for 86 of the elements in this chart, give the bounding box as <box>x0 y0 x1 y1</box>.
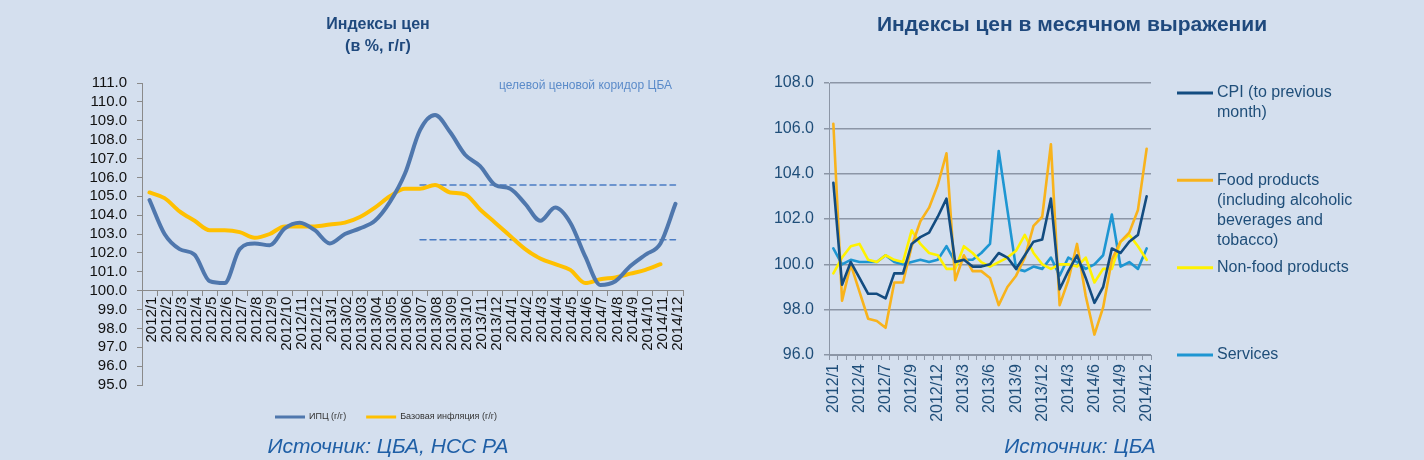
x-tick-label: 2012/7 <box>231 296 249 343</box>
legend-label: Non-food products <box>1217 258 1349 276</box>
x-tick-label: 2012/9 <box>902 363 920 413</box>
x-tick-label: 2014/5 <box>562 296 580 343</box>
x-tick-label: 2014/6 <box>577 296 595 343</box>
y-tick-label: 105.0 <box>89 186 127 204</box>
y-tick-label: 102.0 <box>89 243 127 261</box>
x-tick-label: 2012/10 <box>276 296 294 351</box>
x-tick-label: 2013/12 <box>487 296 505 351</box>
x-tick-label: 2013/05 <box>382 296 400 351</box>
x-tick-label: 2012/4 <box>186 296 204 343</box>
x-tick-label: 2013/08 <box>427 296 445 351</box>
y-tick-label: 108.0 <box>89 129 127 147</box>
x-tick-label: 2013/06 <box>397 296 415 351</box>
x-tick-label: 2014/9 <box>1110 363 1128 413</box>
x-tick-label: 2014/10 <box>637 296 655 351</box>
x-tick-label: 2014/4 <box>547 296 565 343</box>
x-tick-label: 2012/2 <box>156 296 174 343</box>
x-tick-label: 2014/7 <box>592 296 610 343</box>
y-tick-label: 106.0 <box>89 167 127 185</box>
chart-title: Индексы цен (в %, г/г) <box>326 15 430 55</box>
x-tick-label: 2013/11 <box>472 296 490 350</box>
x-tick-label: 2013/04 <box>367 296 385 351</box>
y-tick-label: 111.0 <box>91 73 127 91</box>
x-tick-label: 2014/2 <box>517 296 535 343</box>
legend-label: ИПЦ (г/г) <box>309 411 347 422</box>
legend-label: Базовая инфляция (г/г) <box>400 411 498 422</box>
x-tick-label: 2013/10 <box>457 296 475 351</box>
y-tick-label: 101.0 <box>89 261 127 279</box>
y-tick-label: 96.0 <box>97 356 127 374</box>
x-tick-label: 2014/12 <box>667 296 685 351</box>
annotation: целевой ценовой коридор ЦБА <box>499 78 672 93</box>
legend-label: CPI (to previous month) <box>1217 83 1332 121</box>
x-tick-label: 2013/1 <box>321 296 339 343</box>
x-tick-label: 2014/11 <box>652 296 670 350</box>
y-tick-label: 100.0 <box>773 254 815 272</box>
x-tick-label: 2014/12 <box>1137 363 1155 422</box>
x-tick-label: 2014/6 <box>1084 363 1102 413</box>
y-tick-label: 95.0 <box>97 375 127 393</box>
legend-label: Services <box>1217 345 1279 363</box>
x-tick-label: 2014/9 <box>622 296 640 343</box>
y-tick-label: 99.0 <box>97 299 127 317</box>
x-tick-label: 2012/11 <box>291 296 309 350</box>
x-tick-label: 2012/5 <box>201 296 219 343</box>
x-tick-label: 2013/09 <box>442 296 460 351</box>
x-tick-label: 2013/9 <box>1006 363 1024 413</box>
y-tick-label: 104.0 <box>89 205 127 223</box>
legend-label: Food products (including alcoholic beverages and tobacco) <box>1217 170 1353 248</box>
x-tick-label: 2012/9 <box>261 296 279 343</box>
y-tick-label: 103.0 <box>89 224 127 242</box>
chart-title: Индексы цен в месячном выражении <box>876 11 1268 35</box>
x-tick-label: 2014/1 <box>502 296 520 343</box>
y-tick-label: 102.0 <box>773 209 815 227</box>
x-tick-label: 2014/3 <box>532 296 550 343</box>
x-tick-label: 2013/02 <box>337 296 355 351</box>
y-tick-label: 107.0 <box>89 148 127 166</box>
x-tick-label: 2012/3 <box>171 296 189 343</box>
x-tick-label: 2012/4 <box>849 363 867 413</box>
y-tick-label: 108.0 <box>773 73 815 91</box>
y-tick-label: 106.0 <box>773 118 815 136</box>
y-tick-label: 100.0 <box>89 280 127 298</box>
x-tick-label: 2012/1 <box>141 296 159 343</box>
x-tick-label: 2013/3 <box>954 363 972 413</box>
y-tick-label: 97.0 <box>97 337 127 355</box>
y-tick-label: 98.0 <box>97 318 127 336</box>
x-tick-label: 2012/12 <box>306 296 324 351</box>
x-tick-label: 2013/03 <box>352 296 370 351</box>
x-tick-label: 2014/8 <box>607 296 625 343</box>
y-tick-label: 98.0 <box>782 300 815 318</box>
x-tick-label: 2013/6 <box>980 363 998 413</box>
x-tick-label: 2012/8 <box>246 296 264 343</box>
x-tick-label: 2013/07 <box>412 296 430 351</box>
text: Источник: ЦБА, НСС РА <box>267 433 509 457</box>
x-tick-label: 2012/1 <box>823 363 841 413</box>
y-tick-label: 96.0 <box>782 345 815 363</box>
line-series <box>147 113 678 287</box>
x-tick-label: 2012/6 <box>216 296 234 343</box>
x-tick-label: 2014/3 <box>1058 363 1076 413</box>
text: Источник: ЦБА <box>1004 433 1156 457</box>
y-tick-label: 110.0 <box>90 92 127 110</box>
x-tick-label: 2012/7 <box>875 363 893 413</box>
line-series <box>147 182 663 286</box>
x-tick-label: 2013/12 <box>1032 363 1050 422</box>
y-tick-label: 109.0 <box>89 110 127 128</box>
y-tick-label: 104.0 <box>773 164 815 182</box>
x-tick-label: 2012/12 <box>928 363 946 422</box>
